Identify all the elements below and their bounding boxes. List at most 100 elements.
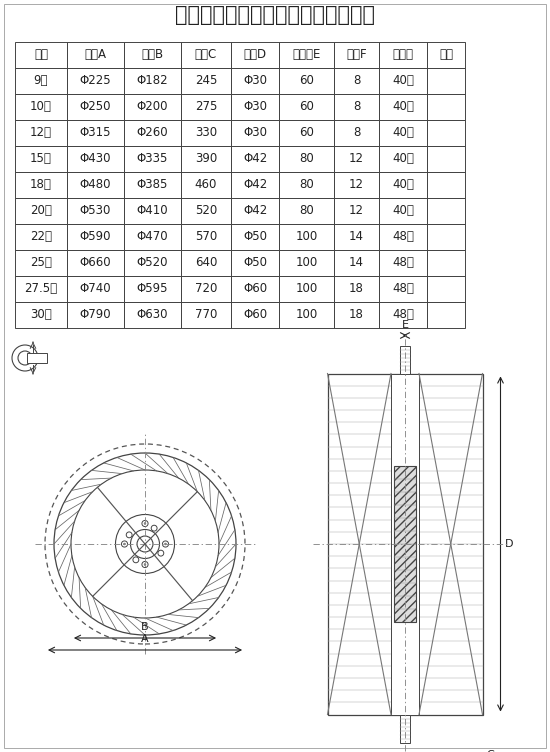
Text: 40张: 40张 — [392, 101, 414, 114]
Bar — [67, 224, 124, 250]
Bar — [181, 276, 231, 302]
Bar — [231, 302, 279, 328]
Text: 570: 570 — [195, 231, 217, 244]
Text: Φ60: Φ60 — [243, 308, 267, 322]
Bar — [279, 172, 334, 198]
Text: 275: 275 — [195, 101, 217, 114]
Bar — [124, 94, 181, 120]
Text: 轴档高E: 轴档高E — [292, 48, 321, 62]
Bar — [231, 94, 279, 120]
Text: B: B — [141, 622, 149, 632]
Text: 8: 8 — [353, 101, 360, 114]
Bar — [379, 42, 427, 68]
Text: Φ470: Φ470 — [137, 231, 168, 244]
Bar — [427, 276, 465, 302]
Bar — [124, 68, 181, 94]
Text: 390: 390 — [195, 153, 217, 165]
Bar — [379, 120, 427, 146]
Text: Φ50: Φ50 — [243, 231, 267, 244]
Bar — [67, 250, 124, 276]
Bar — [124, 198, 181, 224]
Text: 外径A: 外径A — [85, 48, 107, 62]
Bar — [67, 146, 124, 172]
Bar — [124, 276, 181, 302]
Text: 14: 14 — [349, 256, 364, 269]
Text: 100: 100 — [295, 256, 318, 269]
Text: Φ430: Φ430 — [80, 153, 111, 165]
Bar — [334, 94, 379, 120]
Text: 8: 8 — [353, 126, 360, 140]
Text: 30型: 30型 — [30, 308, 52, 322]
Text: Φ42: Φ42 — [243, 205, 267, 217]
Text: Φ790: Φ790 — [80, 308, 111, 322]
Text: Φ315: Φ315 — [80, 126, 111, 140]
Text: A: A — [141, 634, 149, 644]
Bar — [279, 68, 334, 94]
Bar — [391, 374, 419, 714]
Text: Φ200: Φ200 — [137, 101, 168, 114]
Bar — [279, 302, 334, 328]
Bar — [181, 94, 231, 120]
Bar — [400, 345, 410, 374]
Bar — [181, 42, 231, 68]
Text: 48张: 48张 — [392, 283, 414, 296]
Text: 型号: 型号 — [34, 48, 48, 62]
Text: Φ30: Φ30 — [243, 74, 267, 87]
Text: 40张: 40张 — [392, 153, 414, 165]
Text: Φ250: Φ250 — [80, 101, 111, 114]
Bar — [327, 374, 482, 714]
Bar — [181, 302, 231, 328]
Bar — [181, 224, 231, 250]
Bar — [334, 146, 379, 172]
Bar — [15, 276, 67, 302]
Bar — [124, 120, 181, 146]
Bar — [334, 68, 379, 94]
Text: 12: 12 — [349, 178, 364, 192]
Text: Φ260: Φ260 — [137, 126, 168, 140]
Bar — [181, 68, 231, 94]
Text: 640: 640 — [195, 256, 217, 269]
Text: Φ740: Φ740 — [80, 283, 111, 296]
Text: 12型: 12型 — [30, 126, 52, 140]
Bar — [279, 224, 334, 250]
Bar — [67, 276, 124, 302]
Bar — [15, 120, 67, 146]
Bar — [67, 198, 124, 224]
Bar — [279, 94, 334, 120]
Text: D: D — [504, 539, 513, 549]
Text: C: C — [487, 750, 494, 752]
Text: 叶片数: 叶片数 — [393, 48, 414, 62]
Text: 18型: 18型 — [30, 178, 52, 192]
Bar — [67, 302, 124, 328]
Text: 内径B: 内径B — [141, 48, 163, 62]
Text: Φ385: Φ385 — [137, 178, 168, 192]
Bar — [379, 94, 427, 120]
Text: 键宽F: 键宽F — [346, 48, 367, 62]
Text: 460: 460 — [195, 178, 217, 192]
Bar — [279, 198, 334, 224]
Text: E: E — [402, 320, 409, 330]
Bar — [124, 250, 181, 276]
Text: 20型: 20型 — [30, 205, 52, 217]
Text: 备注: 备注 — [439, 48, 453, 62]
Text: Φ42: Φ42 — [243, 153, 267, 165]
Bar — [427, 172, 465, 198]
Bar — [67, 172, 124, 198]
Bar — [334, 302, 379, 328]
Bar — [427, 250, 465, 276]
Bar — [379, 172, 427, 198]
Text: 轴径D: 轴径D — [244, 48, 267, 62]
Bar — [334, 42, 379, 68]
Bar — [67, 120, 124, 146]
Text: 80: 80 — [299, 178, 314, 192]
Text: 48张: 48张 — [392, 256, 414, 269]
Text: Φ30: Φ30 — [243, 126, 267, 140]
Text: 12: 12 — [349, 205, 364, 217]
Bar — [15, 146, 67, 172]
Bar — [231, 172, 279, 198]
Text: 10型: 10型 — [30, 101, 52, 114]
Bar — [427, 42, 465, 68]
Bar — [15, 198, 67, 224]
Text: 15型: 15型 — [30, 153, 52, 165]
Bar — [427, 68, 465, 94]
